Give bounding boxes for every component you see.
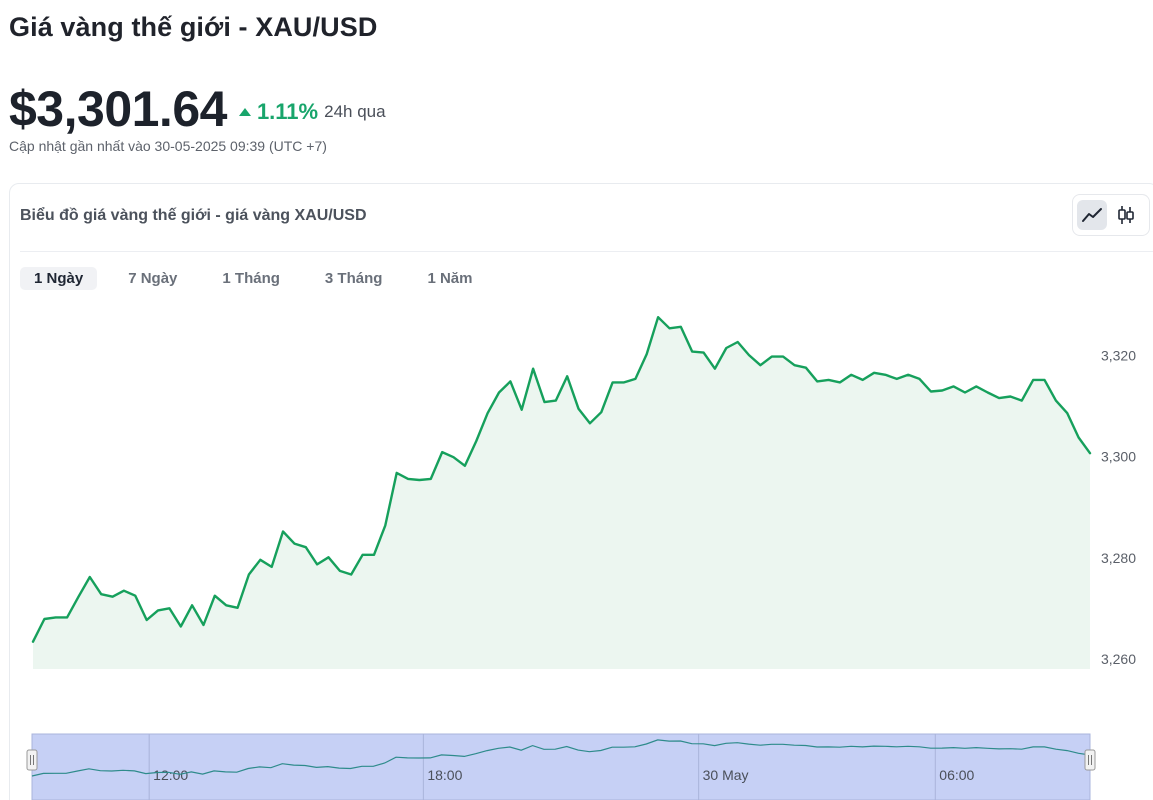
navigator-tick-label: 06:00 [939, 767, 974, 783]
line-chart-button[interactable] [1077, 200, 1107, 230]
tab-1-day[interactable]: 1 Ngày [20, 267, 98, 290]
page-title: Giá vàng thế giới - XAU/USD [9, 12, 378, 42]
price-change: 1.11% 24h qua [238, 99, 386, 125]
price-line [31, 316, 1092, 643]
price-row: $3,301.64 1.11% 24h qua [9, 80, 386, 138]
chart-card-title: Biểu đồ giá vàng thế giới - giá vàng XAU… [20, 207, 367, 224]
y-tick-label: 3,300 [1101, 449, 1136, 465]
tab-3-months[interactable]: 3 Tháng [324, 270, 383, 287]
handle-body [1084, 749, 1096, 771]
change-period: 24h qua [324, 102, 386, 121]
range-tabs: 1 Ngày 7 Ngày 1 Tháng 3 Tháng 1 Năm [20, 267, 503, 290]
navigator-handle-left[interactable] [26, 749, 38, 771]
card-divider [20, 251, 1153, 252]
tab-7-days[interactable]: 7 Ngày [128, 270, 178, 287]
handle-body [26, 749, 38, 771]
navigator-handle-right[interactable] [1084, 749, 1096, 771]
navigator-tick-label: 18:00 [427, 767, 462, 783]
line-chart-icon [1082, 208, 1102, 222]
last-updated: Cập nhật gần nhất vào 30-05-2025 09:39 (… [9, 138, 327, 154]
change-percent: 1.11% [256, 99, 319, 124]
tab-1-month[interactable]: 1 Tháng [222, 270, 280, 287]
y-tick-label: 3,260 [1101, 651, 1136, 667]
candlestick-button[interactable] [1111, 200, 1141, 230]
price-area [33, 317, 1090, 669]
y-tick-label: 3,280 [1101, 550, 1136, 566]
current-price: $3,301.64 [9, 81, 227, 137]
navigator-line [31, 739, 1091, 777]
y-tick-label: 3,320 [1101, 348, 1136, 364]
navigator-window [31, 733, 1091, 800]
navigator-tick-label: 12:00 [153, 767, 188, 783]
chart-type-toggle [1072, 194, 1150, 236]
arrow-up-icon [238, 108, 251, 116]
navigator-tick-label: 30 May [703, 767, 749, 783]
candlestick-icon [1118, 206, 1134, 224]
tab-1-year[interactable]: 1 Năm [427, 270, 473, 287]
